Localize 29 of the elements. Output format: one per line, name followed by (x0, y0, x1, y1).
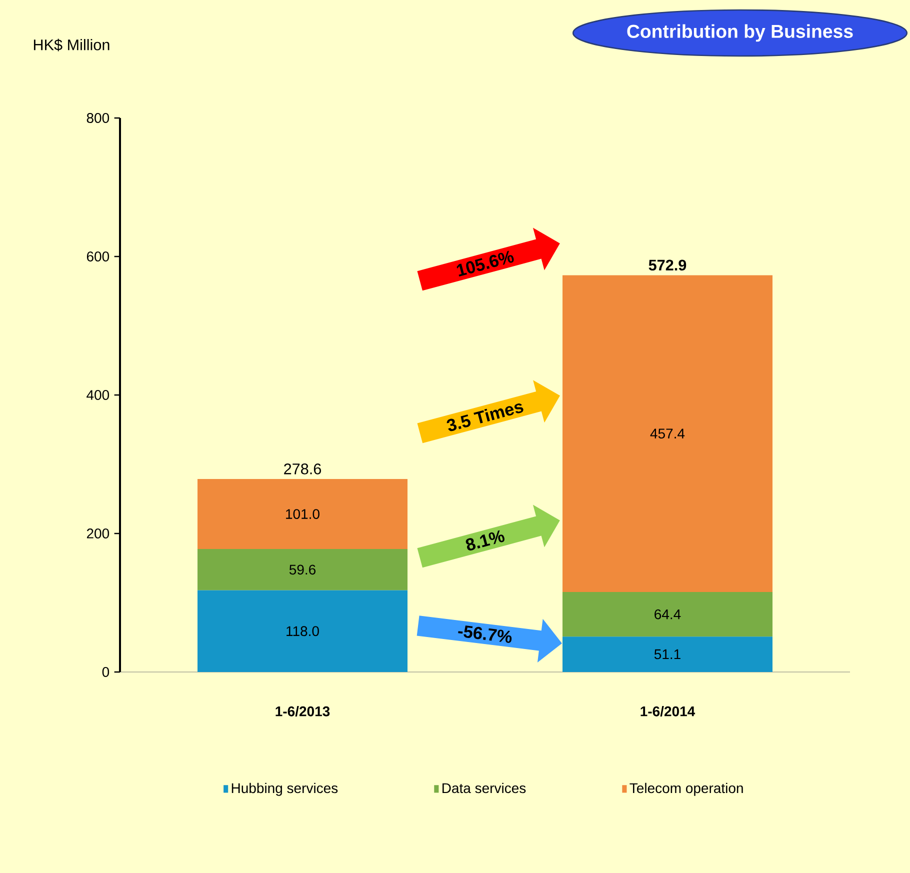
data-label: 457.4 (650, 428, 685, 439)
annotation: 8.1% (466, 530, 504, 550)
bar (562, 592, 772, 637)
x-tick-label: 1-6/2014 (640, 706, 696, 716)
y-tick-label: 200 (86, 528, 110, 538)
annotation: 3.5 Times (446, 404, 524, 432)
annotation: -56.7% (458, 626, 512, 643)
legend-label: Hubbing services (232, 782, 338, 796)
y-axis-title: HK$ Million (34, 38, 110, 52)
y-tick-label: 0 (102, 667, 110, 677)
x-tick-label: 1-6/2013 (276, 706, 330, 716)
total-label: 278.6 (284, 463, 321, 474)
y-tick-label: 600 (86, 252, 110, 262)
data-label: 118.0 (286, 626, 319, 636)
annotation: 105.6% (456, 250, 514, 277)
bar (198, 479, 408, 549)
legend-label: Data services (442, 782, 526, 794)
data-label: 51.1 (654, 649, 680, 660)
bar (562, 275, 772, 592)
chart-title: Contribution by Business (627, 24, 853, 42)
bar (198, 549, 408, 590)
bar (198, 590, 408, 672)
data-label: 64.4 (654, 609, 681, 620)
y-tick-label: 800 (86, 113, 110, 123)
data-label: 101.0 (286, 509, 320, 519)
total-label: 572.9 (648, 260, 686, 271)
legend-label: Telecom operation (630, 782, 743, 796)
y-tick-label: 400 (86, 390, 110, 400)
data-label: 59.6 (289, 564, 316, 575)
